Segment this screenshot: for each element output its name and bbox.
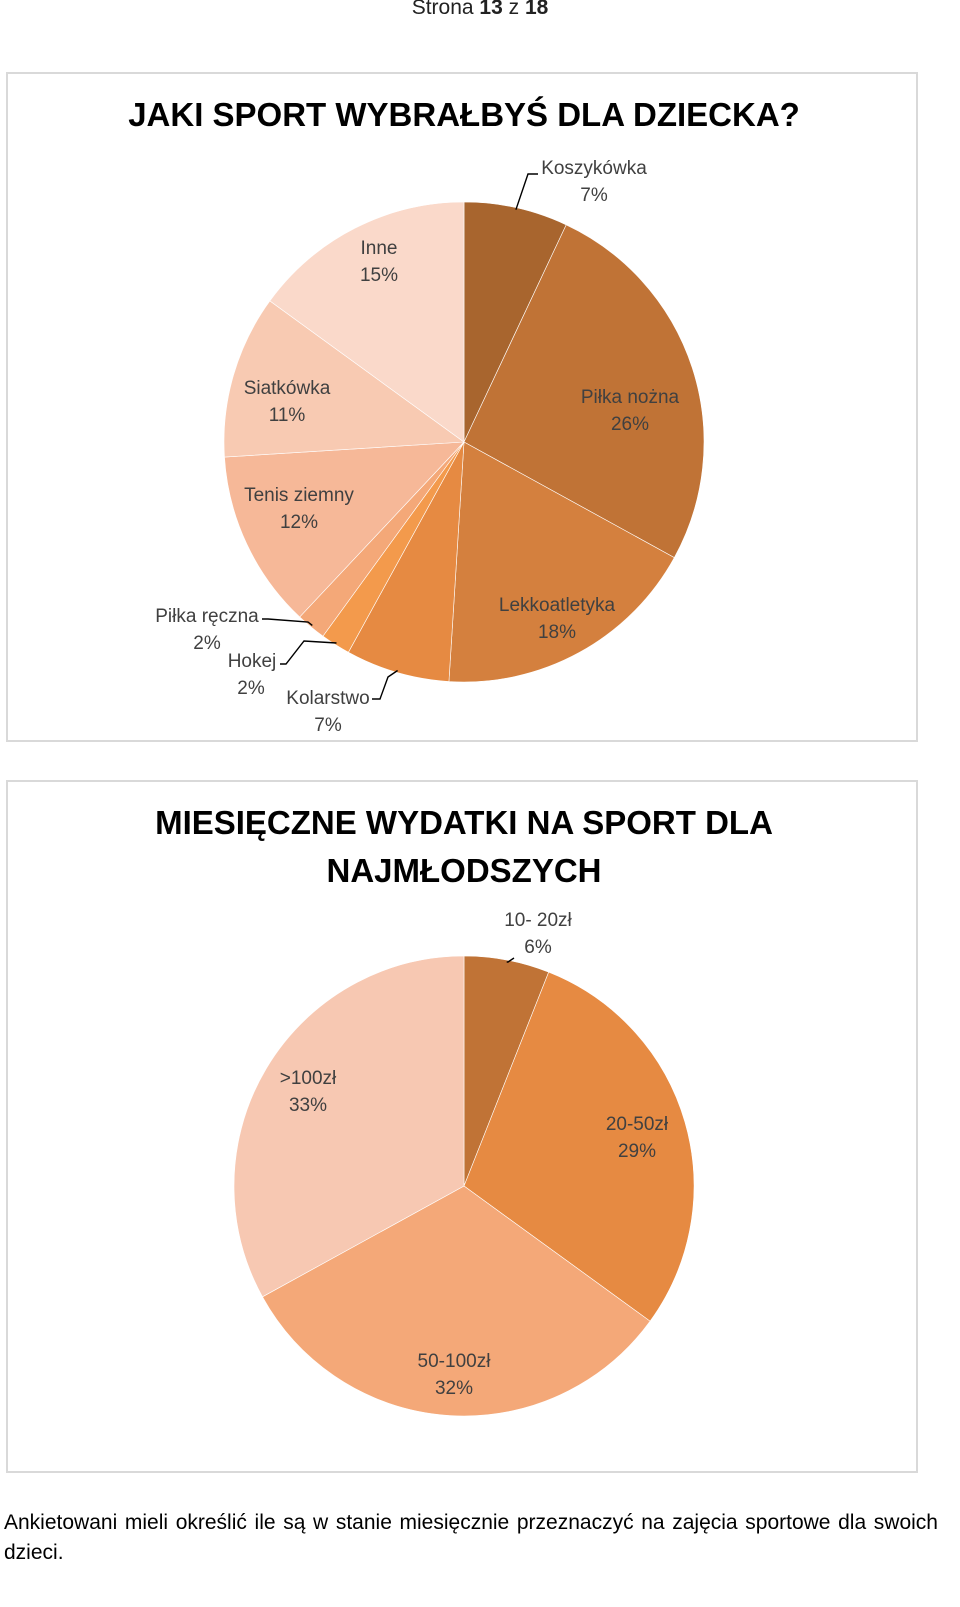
slice-label-hokej: Hokej [228,651,277,672]
slice-value-pilka-reczna: 2% [193,633,221,654]
page-separator: z [508,0,520,19]
slice-value-siatkowka: 11% [269,405,306,426]
slice-label-siatkowka: Siatkówka [244,378,331,399]
leader-line-10-20zl [506,957,515,963]
slice-value-10-20zl: 6% [524,937,552,958]
pie-slice-siatkowka [223,300,465,458]
sport-choice-chart: JAKI SPORT WYBRAŁBYŚ DLA DZIECKA? Koszykó… [6,72,918,742]
leader-line-koszykowka [515,173,538,210]
body-paragraph: Ankietowani mieli określić ile są w stan… [4,1511,938,1564]
page-current: 13 [479,0,503,19]
pie-slice-inne [269,201,465,443]
pie-slice-kolarstwo [347,441,465,682]
slice-value-20-50zl: 29% [618,1141,656,1162]
slice-label-over-100zl: >100zł [280,1068,337,1089]
slice-label-inne: Inne [361,238,398,259]
slice-label-50-100zl: 50-100zł [418,1351,492,1372]
leader-line-pilka-reczna [262,618,313,626]
pie-slice-20-50zl [463,971,695,1322]
pie-slice-lekkoatletyka [448,441,675,683]
slice-label-lekkoatletyka: Lekkoatletyka [499,595,616,616]
chart-title: JAKI SPORT WYBRAŁBYŚ DLA DZIECKA? [128,96,800,133]
slice-value-hokej: 2% [237,678,265,699]
pie-slice-50-100zl [262,1185,651,1417]
chart-title-line-1: MIESIĘCZNE WYDATKI NA SPORT DLA [155,804,773,841]
slice-label-10-20zl: 10- 20zł [504,910,572,931]
leader-line-kolarstwo [372,669,398,700]
slice-value-lekkoatletyka: 18% [538,622,576,643]
page-header: Strona 13 z 18 [0,0,960,20]
slice-label-tenis-ziemny: Tenis ziemny [244,485,354,506]
slice-label-koszykowka: Koszykówka [541,158,647,179]
sport-choice-pie-svg: JAKI SPORT WYBRAŁBYŚ DLA DZIECKA? Koszykó… [128,96,800,736]
pie-slice-over-100zl [233,955,465,1298]
slice-value-over-100zl: 33% [289,1095,327,1116]
page-total: 18 [524,0,549,19]
monthly-spending-pie-svg: MIESIĘCZNE WYDATKI NA SPORT DLA NAJMŁODSZ… [155,804,773,1417]
slice-label-20-50zl: 20-50zł [606,1114,669,1135]
pie-slice-pilka-nozna [463,224,705,559]
monthly-spending-chart: MIESIĘCZNE WYDATKI NA SPORT DLA NAJMŁODSZ… [6,780,918,1473]
slice-label-pilka-reczna: Piłka ręczna [155,606,259,627]
slice-label-pilka-nozna: Piłka nożna [581,387,680,408]
slice-value-tenis-ziemny: 12% [280,512,318,533]
slice-value-pilka-nozna: 26% [611,414,649,435]
slice-value-50-100zl: 32% [435,1378,473,1399]
slice-value-kolarstwo: 7% [314,715,342,736]
chart-title-line-2: NAJMŁODSZYCH [326,852,601,889]
leader-line-hokej [280,640,337,665]
slice-value-koszykowka: 7% [580,185,608,206]
slice-value-inne: 15% [360,265,398,286]
slice-label-kolarstwo: Kolarstwo [286,688,369,709]
page-header-prefix: Strona [411,0,474,19]
pie-slice-tenis-ziemny [224,441,465,618]
